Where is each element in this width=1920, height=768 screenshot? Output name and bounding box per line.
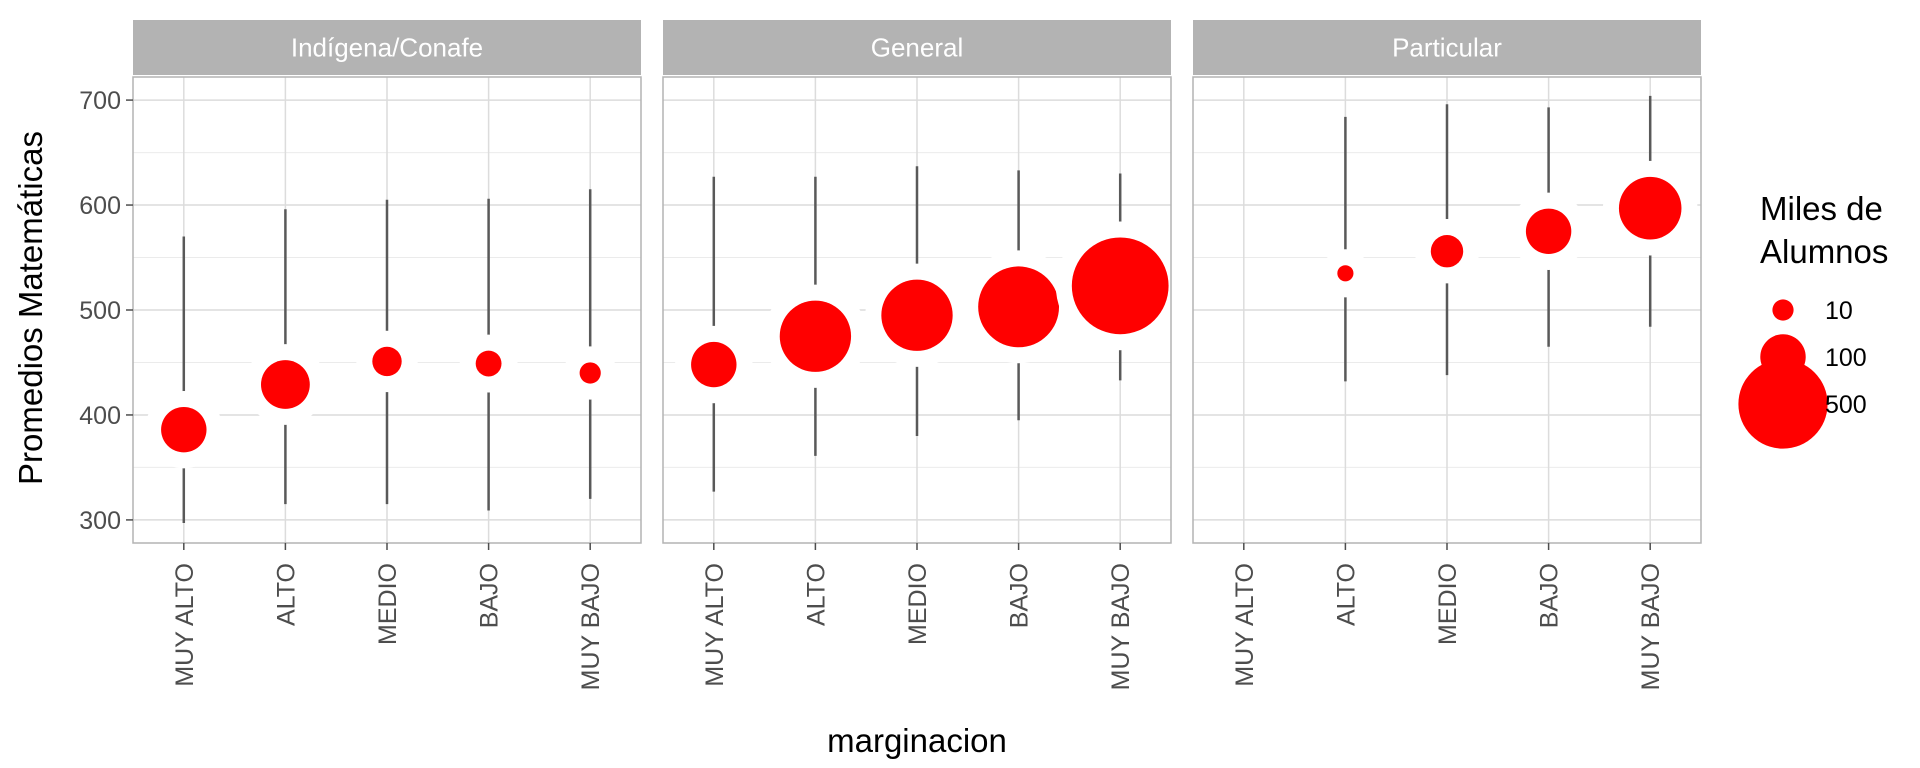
data-point <box>1430 235 1464 268</box>
panel-strip <box>133 20 641 75</box>
x-tick-label: MUY BAJO <box>1637 563 1665 690</box>
data-point <box>372 346 402 377</box>
panel-1: Indígena/Conafe MUY ALTO ALTO MEDIO BAJO MUY … <box>132 20 642 690</box>
data-point <box>1337 265 1354 282</box>
panel-3: Particular MUY ALTO ALTO MEDIO BAJO MUY BAJO <box>1192 20 1702 690</box>
y-tick-label: 600 <box>79 192 121 220</box>
data-point <box>1618 176 1682 240</box>
legend: Miles de Alumnos 10 100 500 <box>1738 190 1888 449</box>
x-tick-label: MUY BAJO <box>1107 563 1135 690</box>
panel-2: General MUY ALTO ALTO MEDIO BAJO MUY BAJO <box>662 20 1185 690</box>
panel-strip-label: General <box>871 33 964 63</box>
legend-label: 10 <box>1825 297 1853 325</box>
panel-strip-label: Indígena/Conafe <box>291 33 483 63</box>
x-tick-label: ALTO <box>1332 563 1360 626</box>
y-axis: 300 400 500 600 700 <box>79 87 133 535</box>
x-tick-label: BAJO <box>1536 563 1564 628</box>
data-point <box>475 350 502 377</box>
legend-key <box>1738 359 1828 449</box>
data-point <box>161 406 207 453</box>
x-tick-label: MUY ALTO <box>1231 563 1259 687</box>
legend-label: 100 <box>1825 344 1867 372</box>
panels: Indígena/Conafe MUY ALTO ALTO MEDIO BAJO MUY … <box>79 20 1702 690</box>
legend-key <box>1772 299 1794 321</box>
data-point <box>579 362 601 384</box>
y-tick-label: 300 <box>79 507 121 535</box>
legend-title: Alumnos <box>1760 233 1888 270</box>
x-tick-label: MUY ALTO <box>701 563 729 687</box>
legend-title: Miles de <box>1760 190 1883 227</box>
x-axis-title: marginacion <box>827 722 1007 759</box>
x-tick-label: MEDIO <box>1434 563 1462 645</box>
data-point <box>779 300 852 372</box>
data-point <box>1525 208 1572 254</box>
data-point <box>691 341 737 388</box>
x-tick-label: ALTO <box>272 563 300 626</box>
data-point <box>261 360 310 409</box>
x-tick-label: BAJO <box>476 563 504 628</box>
x-tick-label: ALTO <box>802 563 830 626</box>
y-tick-label: 700 <box>79 87 121 115</box>
x-tick-label: BAJO <box>1006 563 1034 628</box>
data-point <box>1071 237 1169 335</box>
x-tick-label: MEDIO <box>374 563 402 645</box>
legend-label: 500 <box>1825 391 1867 419</box>
x-tick-label: MUY BAJO <box>577 563 605 690</box>
panel-strip-label: Particular <box>1392 33 1502 63</box>
panel-strip <box>663 20 1171 75</box>
x-tick-label: MUY ALTO <box>171 563 199 687</box>
panel-strip <box>1193 20 1701 75</box>
x-tick-label: MEDIO <box>904 563 932 645</box>
data-point <box>978 266 1060 348</box>
y-axis-title: Promedios Matemáticas <box>12 131 49 485</box>
y-tick-label: 500 <box>79 297 121 325</box>
data-point <box>881 279 953 351</box>
y-tick-label: 400 <box>79 402 121 430</box>
